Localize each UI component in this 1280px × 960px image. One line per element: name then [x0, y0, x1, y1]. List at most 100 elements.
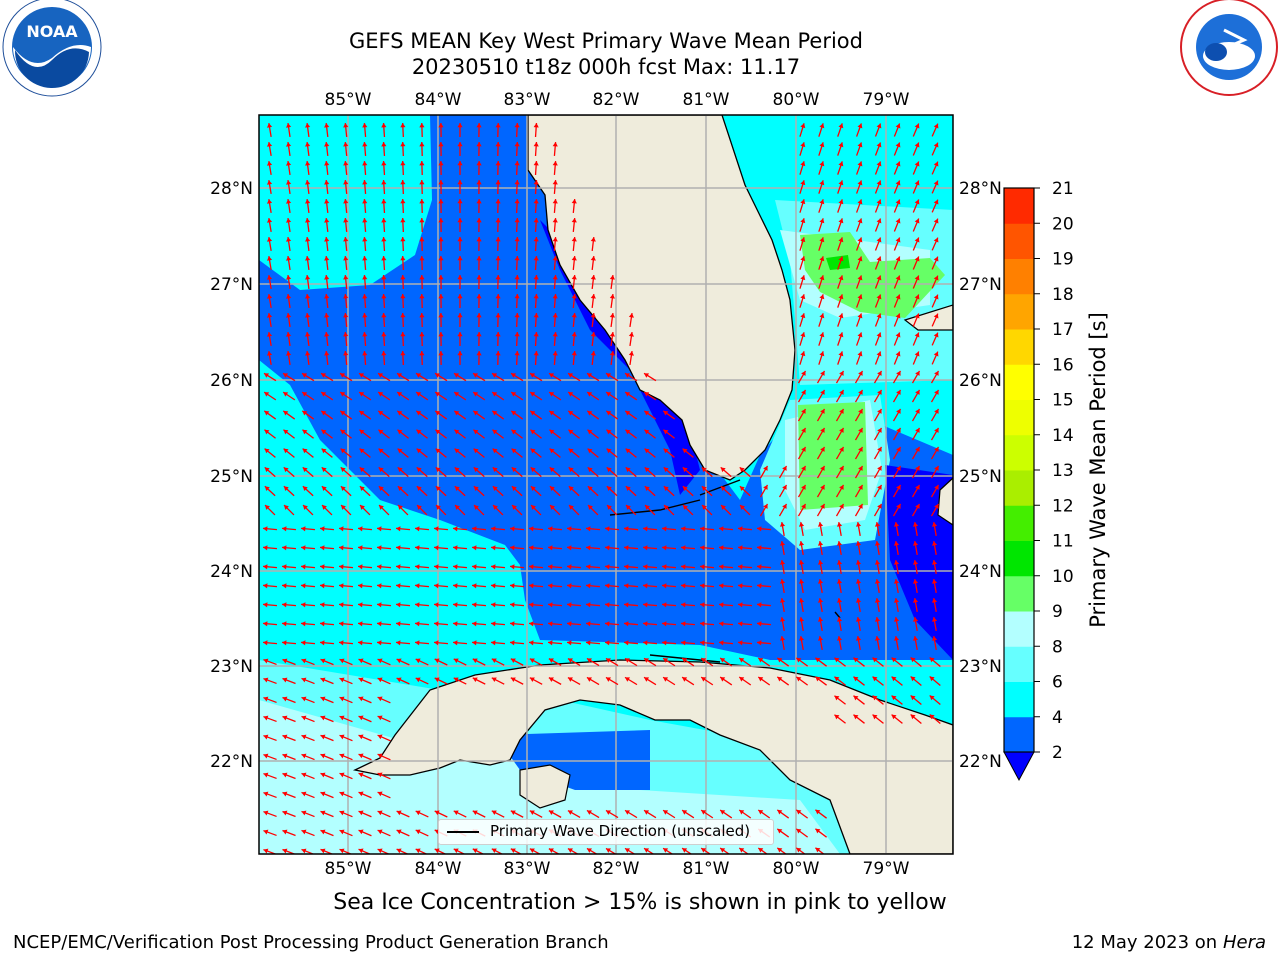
wave-arrow	[625, 466, 637, 478]
map-area	[259, 115, 953, 854]
credit-text: NCEP/EMC/Verification Post Processing Pr…	[13, 932, 609, 953]
wave-arrow	[324, 255, 330, 271]
colorbar-segment	[1004, 681, 1034, 718]
colorbar-segment	[1004, 611, 1034, 647]
wave-arrow	[529, 677, 543, 685]
wave-arrow	[395, 526, 411, 532]
wave-arrow	[286, 255, 292, 271]
wave-arrow	[815, 809, 827, 819]
wave-arrow	[454, 504, 466, 516]
wave-arrow	[378, 466, 390, 478]
wave-arrow	[358, 372, 372, 382]
lat-tick-label: 24°N	[210, 562, 253, 582]
wave-arrow	[282, 791, 296, 799]
wave-arrow	[912, 256, 920, 270]
wave-arrow	[396, 391, 410, 401]
wave-arrow	[433, 545, 449, 551]
wave-arrow	[362, 350, 368, 366]
wave-arrow	[301, 829, 315, 837]
wave-arrow	[343, 350, 349, 366]
wave-arrow	[339, 372, 353, 382]
wave-arrow	[757, 809, 771, 819]
wave-arrow	[457, 141, 463, 157]
wave-arrow	[799, 218, 806, 232]
wave-arrow	[529, 372, 543, 382]
wave-arrow	[719, 809, 733, 819]
wave-arrow	[816, 427, 826, 441]
wave-arrow	[662, 657, 676, 667]
wave-arrow	[533, 255, 539, 271]
wave-arrow	[644, 429, 656, 439]
wave-arrow	[738, 676, 752, 686]
wave-arrow	[396, 658, 410, 666]
colorbar-segment	[1004, 505, 1034, 541]
wave-arrow	[855, 275, 863, 289]
wave-arrow	[911, 503, 921, 517]
wave-arrow	[837, 256, 844, 270]
wave-arrow	[568, 504, 580, 516]
wave-arrow	[892, 427, 902, 441]
wave-arrow	[321, 485, 333, 497]
lon-tick-label: 81°W	[683, 859, 730, 879]
wave-arrow	[301, 391, 315, 401]
wave-arrow	[837, 199, 844, 213]
wave-arrow	[491, 391, 505, 401]
wave-arrow	[339, 753, 353, 761]
lat-tick-label: 22°N	[210, 752, 253, 772]
wave-arrow	[321, 429, 333, 439]
wave-arrow	[514, 293, 520, 309]
wave-arrow	[628, 331, 634, 347]
wave-arrow	[286, 160, 292, 176]
wave-arrow	[680, 583, 696, 589]
wave-arrow	[855, 578, 862, 594]
wave-arrow	[571, 274, 577, 290]
wave-arrow	[854, 503, 864, 517]
colorbar-tick-label: 15	[1052, 391, 1074, 411]
wave-arrow	[737, 583, 753, 589]
wave-arrow	[282, 715, 296, 723]
wave-arrow	[779, 540, 786, 556]
wave-arrow	[855, 237, 863, 251]
wave-arrow	[834, 676, 846, 686]
wave-arrow	[414, 640, 430, 646]
wave-arrow	[514, 312, 520, 328]
wave-arrow	[797, 465, 807, 479]
wave-arrow	[324, 160, 330, 176]
wave-arrow	[643, 657, 657, 667]
wave-arrow	[837, 161, 844, 175]
wave-arrow	[701, 504, 713, 516]
wave-arrow	[434, 677, 448, 685]
wave-arrow	[606, 504, 618, 516]
wave-arrow	[438, 274, 444, 290]
wave-arrow	[798, 616, 805, 632]
wave-arrow	[419, 274, 425, 290]
wave-arrow	[264, 504, 276, 516]
wave-arrow	[910, 657, 922, 667]
wave-arrow	[590, 331, 596, 347]
wave-arrow	[816, 503, 826, 517]
wave-arrow	[377, 791, 391, 799]
wave-arrow	[757, 676, 771, 686]
wave-arrow	[795, 676, 809, 686]
wave-arrow	[324, 217, 330, 233]
wave-arrow	[362, 198, 368, 214]
wave-arrow	[509, 640, 525, 646]
wave-arrow	[362, 255, 368, 271]
wave-arrow	[433, 583, 449, 589]
wave-arrow	[911, 370, 921, 384]
wave-arrow	[511, 448, 523, 458]
wave-arrow	[566, 602, 582, 608]
wave-arrow	[719, 676, 733, 686]
colorbar-segment	[1004, 399, 1034, 436]
wave-arrow	[585, 640, 601, 646]
wave-arrow	[587, 504, 599, 516]
wave-arrow	[358, 658, 372, 666]
wave-arrow	[471, 602, 487, 608]
wave-arrow	[490, 640, 506, 646]
wave-arrow	[874, 218, 882, 232]
wave-arrow	[624, 809, 638, 819]
wave-arrow	[816, 408, 826, 422]
wave-arrow	[510, 391, 524, 401]
wave-arrow	[400, 236, 406, 252]
wave-arrow	[457, 236, 463, 252]
